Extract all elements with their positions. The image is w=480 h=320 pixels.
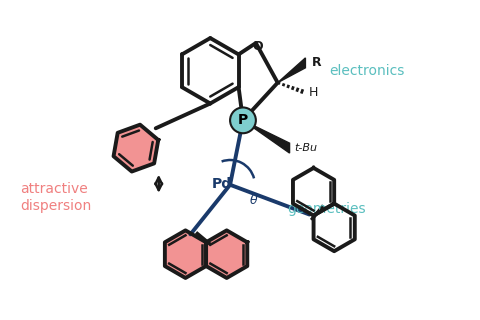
Polygon shape bbox=[206, 230, 247, 278]
Text: θ: θ bbox=[250, 194, 258, 207]
Polygon shape bbox=[114, 125, 158, 172]
Text: R: R bbox=[312, 56, 321, 69]
Text: geometries: geometries bbox=[288, 202, 366, 216]
Text: O: O bbox=[252, 41, 263, 53]
Text: electronics: electronics bbox=[329, 64, 405, 78]
Polygon shape bbox=[293, 168, 334, 215]
Polygon shape bbox=[277, 58, 305, 83]
Polygon shape bbox=[313, 204, 355, 251]
Text: H: H bbox=[309, 86, 318, 99]
Text: P: P bbox=[238, 113, 248, 127]
Circle shape bbox=[230, 108, 256, 133]
Polygon shape bbox=[165, 230, 206, 278]
Text: Pd: Pd bbox=[212, 177, 232, 191]
Polygon shape bbox=[243, 120, 289, 153]
Text: attractive
dispersion: attractive dispersion bbox=[20, 182, 91, 213]
Text: t-Bu: t-Bu bbox=[295, 143, 318, 153]
